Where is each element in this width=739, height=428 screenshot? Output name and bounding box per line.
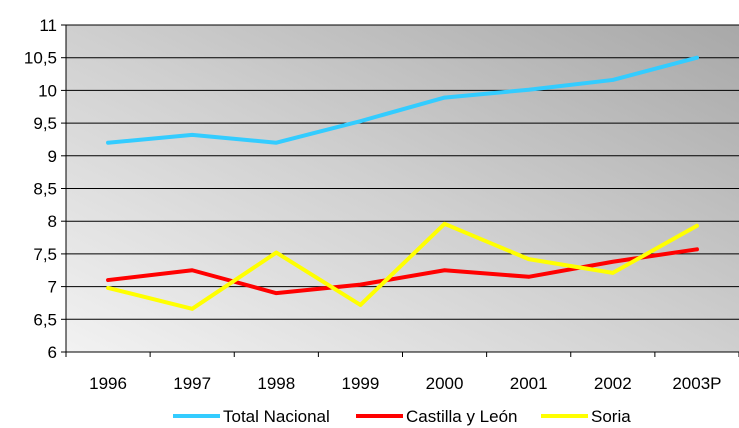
grid-lines	[66, 24, 739, 320]
data-point	[274, 250, 279, 255]
x-tick-label: 2003P	[672, 374, 721, 393]
y-tick-label: 9	[48, 147, 57, 166]
y-tick-label: 6,5	[33, 310, 57, 329]
data-point	[526, 257, 531, 261]
data-point	[695, 55, 699, 60]
data-point	[442, 95, 447, 100]
y-tick-label: 10	[38, 81, 57, 100]
data-point	[106, 140, 110, 145]
x-tick-label: 1998	[257, 374, 295, 393]
y-tick-label: 7,5	[33, 245, 57, 264]
data-point	[190, 268, 194, 273]
data-point	[106, 278, 110, 282]
legend-label: Total Nacional	[223, 407, 330, 426]
data-point	[526, 87, 531, 92]
data-point	[442, 268, 447, 273]
x-tick-label: 1999	[342, 374, 380, 393]
data-point	[358, 282, 363, 287]
data-point	[695, 247, 699, 252]
data-point	[442, 222, 447, 226]
y-tick-label: 6	[48, 343, 57, 362]
data-point	[106, 286, 110, 290]
x-tick-label: 2001	[510, 374, 548, 393]
legend: Total Nacional Castilla y León Soria	[173, 407, 631, 426]
x-tick-label: 1996	[89, 374, 127, 393]
x-tick-label: 2000	[426, 374, 464, 393]
y-tick-label: 8	[48, 212, 57, 231]
x-tick-label: 1997	[173, 374, 211, 393]
y-tick-label: 10,5	[24, 49, 57, 68]
x-tick-label: 2002	[594, 374, 632, 393]
data-point	[695, 223, 699, 228]
data-point	[611, 271, 615, 275]
data-point	[358, 119, 363, 123]
y-tick-label: 11	[39, 16, 57, 35]
y-tick-label: 8,5	[33, 180, 57, 199]
series-line-2	[106, 221, 699, 311]
data-point	[190, 307, 194, 311]
data-point	[526, 274, 531, 279]
data-point	[274, 140, 279, 145]
data-point	[611, 259, 615, 264]
data-point	[611, 78, 615, 82]
x-axis-ticks: 1996 1997 1998 1999 2000 2001 2002 2003P	[65, 352, 739, 393]
legend-label: Castilla y León	[406, 407, 518, 426]
data-point	[190, 133, 194, 137]
series-line-0	[106, 55, 699, 145]
data-point	[358, 303, 363, 307]
y-tick-label: 7	[48, 278, 57, 297]
series-lines	[106, 55, 699, 311]
legend-label: Soria	[591, 407, 631, 426]
y-tick-label: 9,5	[33, 114, 57, 133]
data-point	[274, 291, 279, 295]
y-axis-ticks: 6 6,5 7 7,5 8 8,5 9 9,5 10 10,5 11	[24, 16, 66, 362]
series-line-1	[106, 247, 699, 296]
